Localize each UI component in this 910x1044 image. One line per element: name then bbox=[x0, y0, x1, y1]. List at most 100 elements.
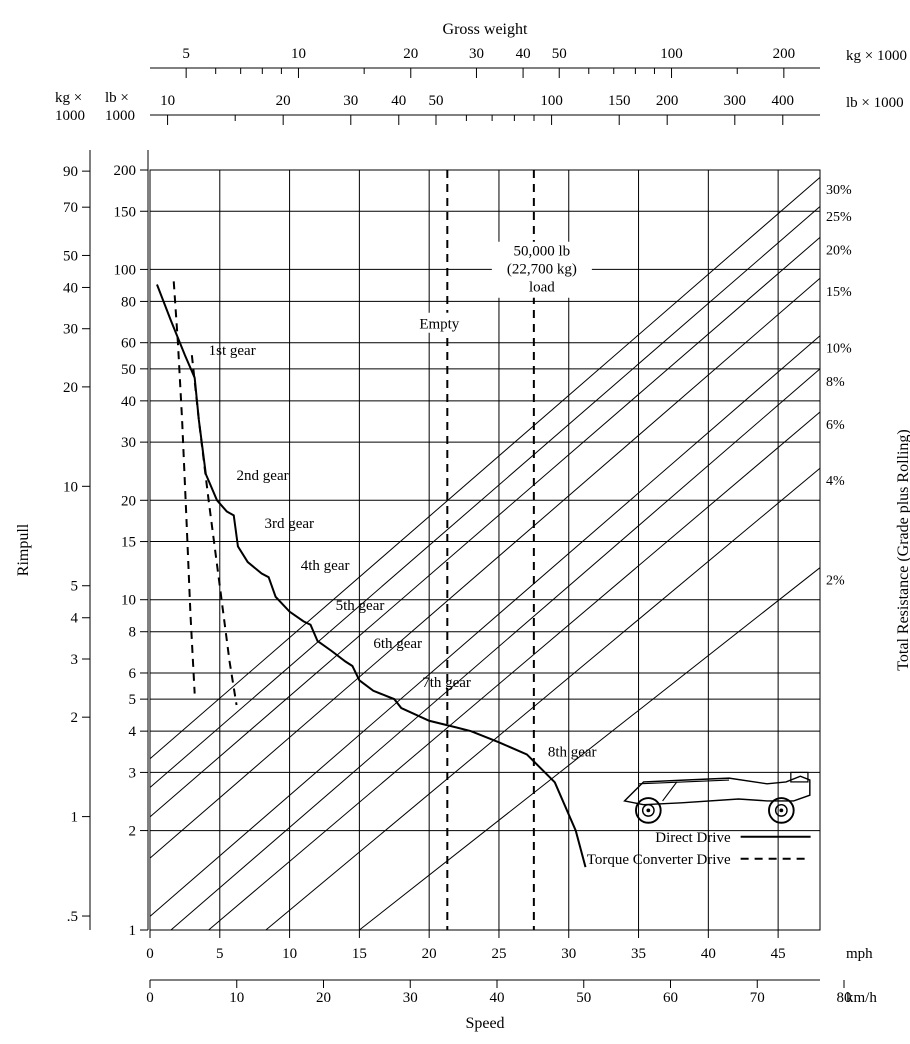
kg-y-label: 3 bbox=[71, 652, 79, 668]
lb-y-label: 15 bbox=[121, 535, 136, 551]
lb-y-label: 3 bbox=[129, 765, 137, 781]
kg-y-label: 90 bbox=[63, 164, 78, 180]
kg-y-label: 20 bbox=[63, 380, 78, 396]
lb-y-label: 100 bbox=[114, 262, 137, 278]
load-label-1: 50,000 lb bbox=[514, 244, 571, 260]
lb-y-label: 4 bbox=[129, 724, 137, 740]
mph-label: 10 bbox=[282, 946, 297, 962]
lb-y-label: 200 bbox=[114, 163, 137, 179]
lb-y-label: 1 bbox=[129, 923, 137, 939]
chart-bg bbox=[10, 10, 910, 1034]
resistance-label: 25% bbox=[826, 210, 852, 225]
mph-unit: mph bbox=[846, 946, 873, 962]
top-lb-label: 10 bbox=[160, 93, 175, 109]
resistance-label: 2% bbox=[826, 574, 845, 589]
kmh-label: 50 bbox=[576, 990, 591, 1006]
kg-y-label: 4 bbox=[71, 611, 79, 627]
kmh-label: 30 bbox=[403, 990, 418, 1006]
mph-label: 40 bbox=[701, 946, 716, 962]
mph-label: 15 bbox=[352, 946, 367, 962]
kg-y-label: 10 bbox=[63, 479, 78, 495]
left-kg-unit: kg × bbox=[55, 90, 82, 106]
gear-label: 1st gear bbox=[209, 343, 256, 359]
lb-y-label: 8 bbox=[129, 625, 137, 641]
lb-y-label: 10 bbox=[121, 593, 136, 609]
top-lb-unit: lb × 1000 bbox=[846, 95, 904, 111]
lb-y-label: 50 bbox=[121, 362, 136, 378]
gear-label: 5th gear bbox=[336, 598, 385, 614]
top-lb-label: 30 bbox=[343, 93, 358, 109]
mph-label: 35 bbox=[631, 946, 646, 962]
lb-y-label: 150 bbox=[114, 204, 137, 220]
gear-label: 6th gear bbox=[373, 636, 422, 652]
top-kg-label: 40 bbox=[516, 46, 531, 62]
top-lb-label: 100 bbox=[540, 93, 563, 109]
lb-y-label: 80 bbox=[121, 294, 136, 310]
kg-y-label: 5 bbox=[71, 579, 79, 595]
lb-y-label: 6 bbox=[129, 666, 137, 682]
kg-y-label: 50 bbox=[63, 248, 78, 264]
mph-label: 45 bbox=[771, 946, 786, 962]
mph-label: 5 bbox=[216, 946, 224, 962]
kmh-label: 20 bbox=[316, 990, 331, 1006]
legend-direct: Direct Drive bbox=[655, 830, 731, 846]
left-lb-unit: lb × bbox=[105, 90, 129, 106]
mph-label: 30 bbox=[561, 946, 576, 962]
gear-label: 7th gear bbox=[422, 675, 471, 691]
top-kg-label: 100 bbox=[660, 46, 683, 62]
lb-y-label: 2 bbox=[129, 824, 137, 840]
left-lb-unit2: 1000 bbox=[105, 108, 135, 124]
top-kg-label: 30 bbox=[469, 46, 484, 62]
resistance-label: 4% bbox=[826, 474, 845, 489]
mph-label: 0 bbox=[146, 946, 154, 962]
top-title: Gross weight bbox=[443, 21, 528, 38]
kg-y-label: 1 bbox=[71, 810, 79, 826]
legend-torque: Torque Converter Drive bbox=[587, 852, 731, 868]
mph-label: 20 bbox=[422, 946, 437, 962]
top-kg-label: 200 bbox=[773, 46, 796, 62]
kg-y-label: 30 bbox=[63, 322, 78, 338]
left-kg-unit2: 1000 bbox=[55, 108, 85, 124]
top-lb-label: 150 bbox=[608, 93, 631, 109]
resistance-label: 10% bbox=[826, 342, 852, 357]
resistance-label: 15% bbox=[826, 285, 852, 300]
top-kg-label: 20 bbox=[403, 46, 418, 62]
load-label-3: load bbox=[529, 280, 555, 296]
gear-label: 8th gear bbox=[548, 745, 597, 761]
empty-label: Empty bbox=[419, 317, 459, 333]
gear-label: 2nd gear bbox=[237, 468, 289, 484]
gear-label: 3rd gear bbox=[264, 516, 314, 532]
kmh-label: 60 bbox=[663, 990, 678, 1006]
left-title: Rimpull bbox=[15, 523, 32, 576]
resistance-label: 6% bbox=[826, 418, 845, 433]
kg-y-label: .5 bbox=[67, 909, 78, 925]
top-lb-label: 300 bbox=[724, 93, 747, 109]
kg-y-label: 70 bbox=[63, 200, 78, 216]
top-kg-label: 5 bbox=[182, 46, 190, 62]
kmh-label: 0 bbox=[146, 990, 154, 1006]
lb-y-label: 5 bbox=[129, 692, 137, 708]
top-lb-label: 400 bbox=[772, 93, 795, 109]
resistance-label: 20% bbox=[826, 243, 852, 258]
kmh-label: 70 bbox=[750, 990, 765, 1006]
lb-y-label: 20 bbox=[121, 493, 136, 509]
kg-y-label: 40 bbox=[63, 280, 78, 296]
load-label-2: (22,700 kg) bbox=[507, 262, 577, 278]
kg-y-label: 2 bbox=[71, 710, 79, 726]
top-kg-unit: kg × 1000 bbox=[846, 48, 907, 64]
top-lb-label: 20 bbox=[276, 93, 291, 109]
resistance-label: 30% bbox=[826, 183, 852, 198]
lb-y-label: 40 bbox=[121, 394, 136, 410]
kmh-label: 10 bbox=[229, 990, 244, 1006]
resistance-label: 8% bbox=[826, 375, 845, 390]
top-lb-label: 50 bbox=[428, 93, 443, 109]
top-lb-label: 200 bbox=[656, 93, 679, 109]
lb-y-label: 30 bbox=[121, 435, 136, 451]
lb-y-label: 60 bbox=[121, 336, 136, 352]
mph-label: 25 bbox=[491, 946, 506, 962]
gear-label: 4th gear bbox=[301, 558, 350, 574]
kmh-label: 40 bbox=[490, 990, 505, 1006]
top-kg-label: 10 bbox=[291, 46, 306, 62]
top-lb-label: 40 bbox=[391, 93, 406, 109]
kmh-unit: km/h bbox=[846, 990, 877, 1006]
